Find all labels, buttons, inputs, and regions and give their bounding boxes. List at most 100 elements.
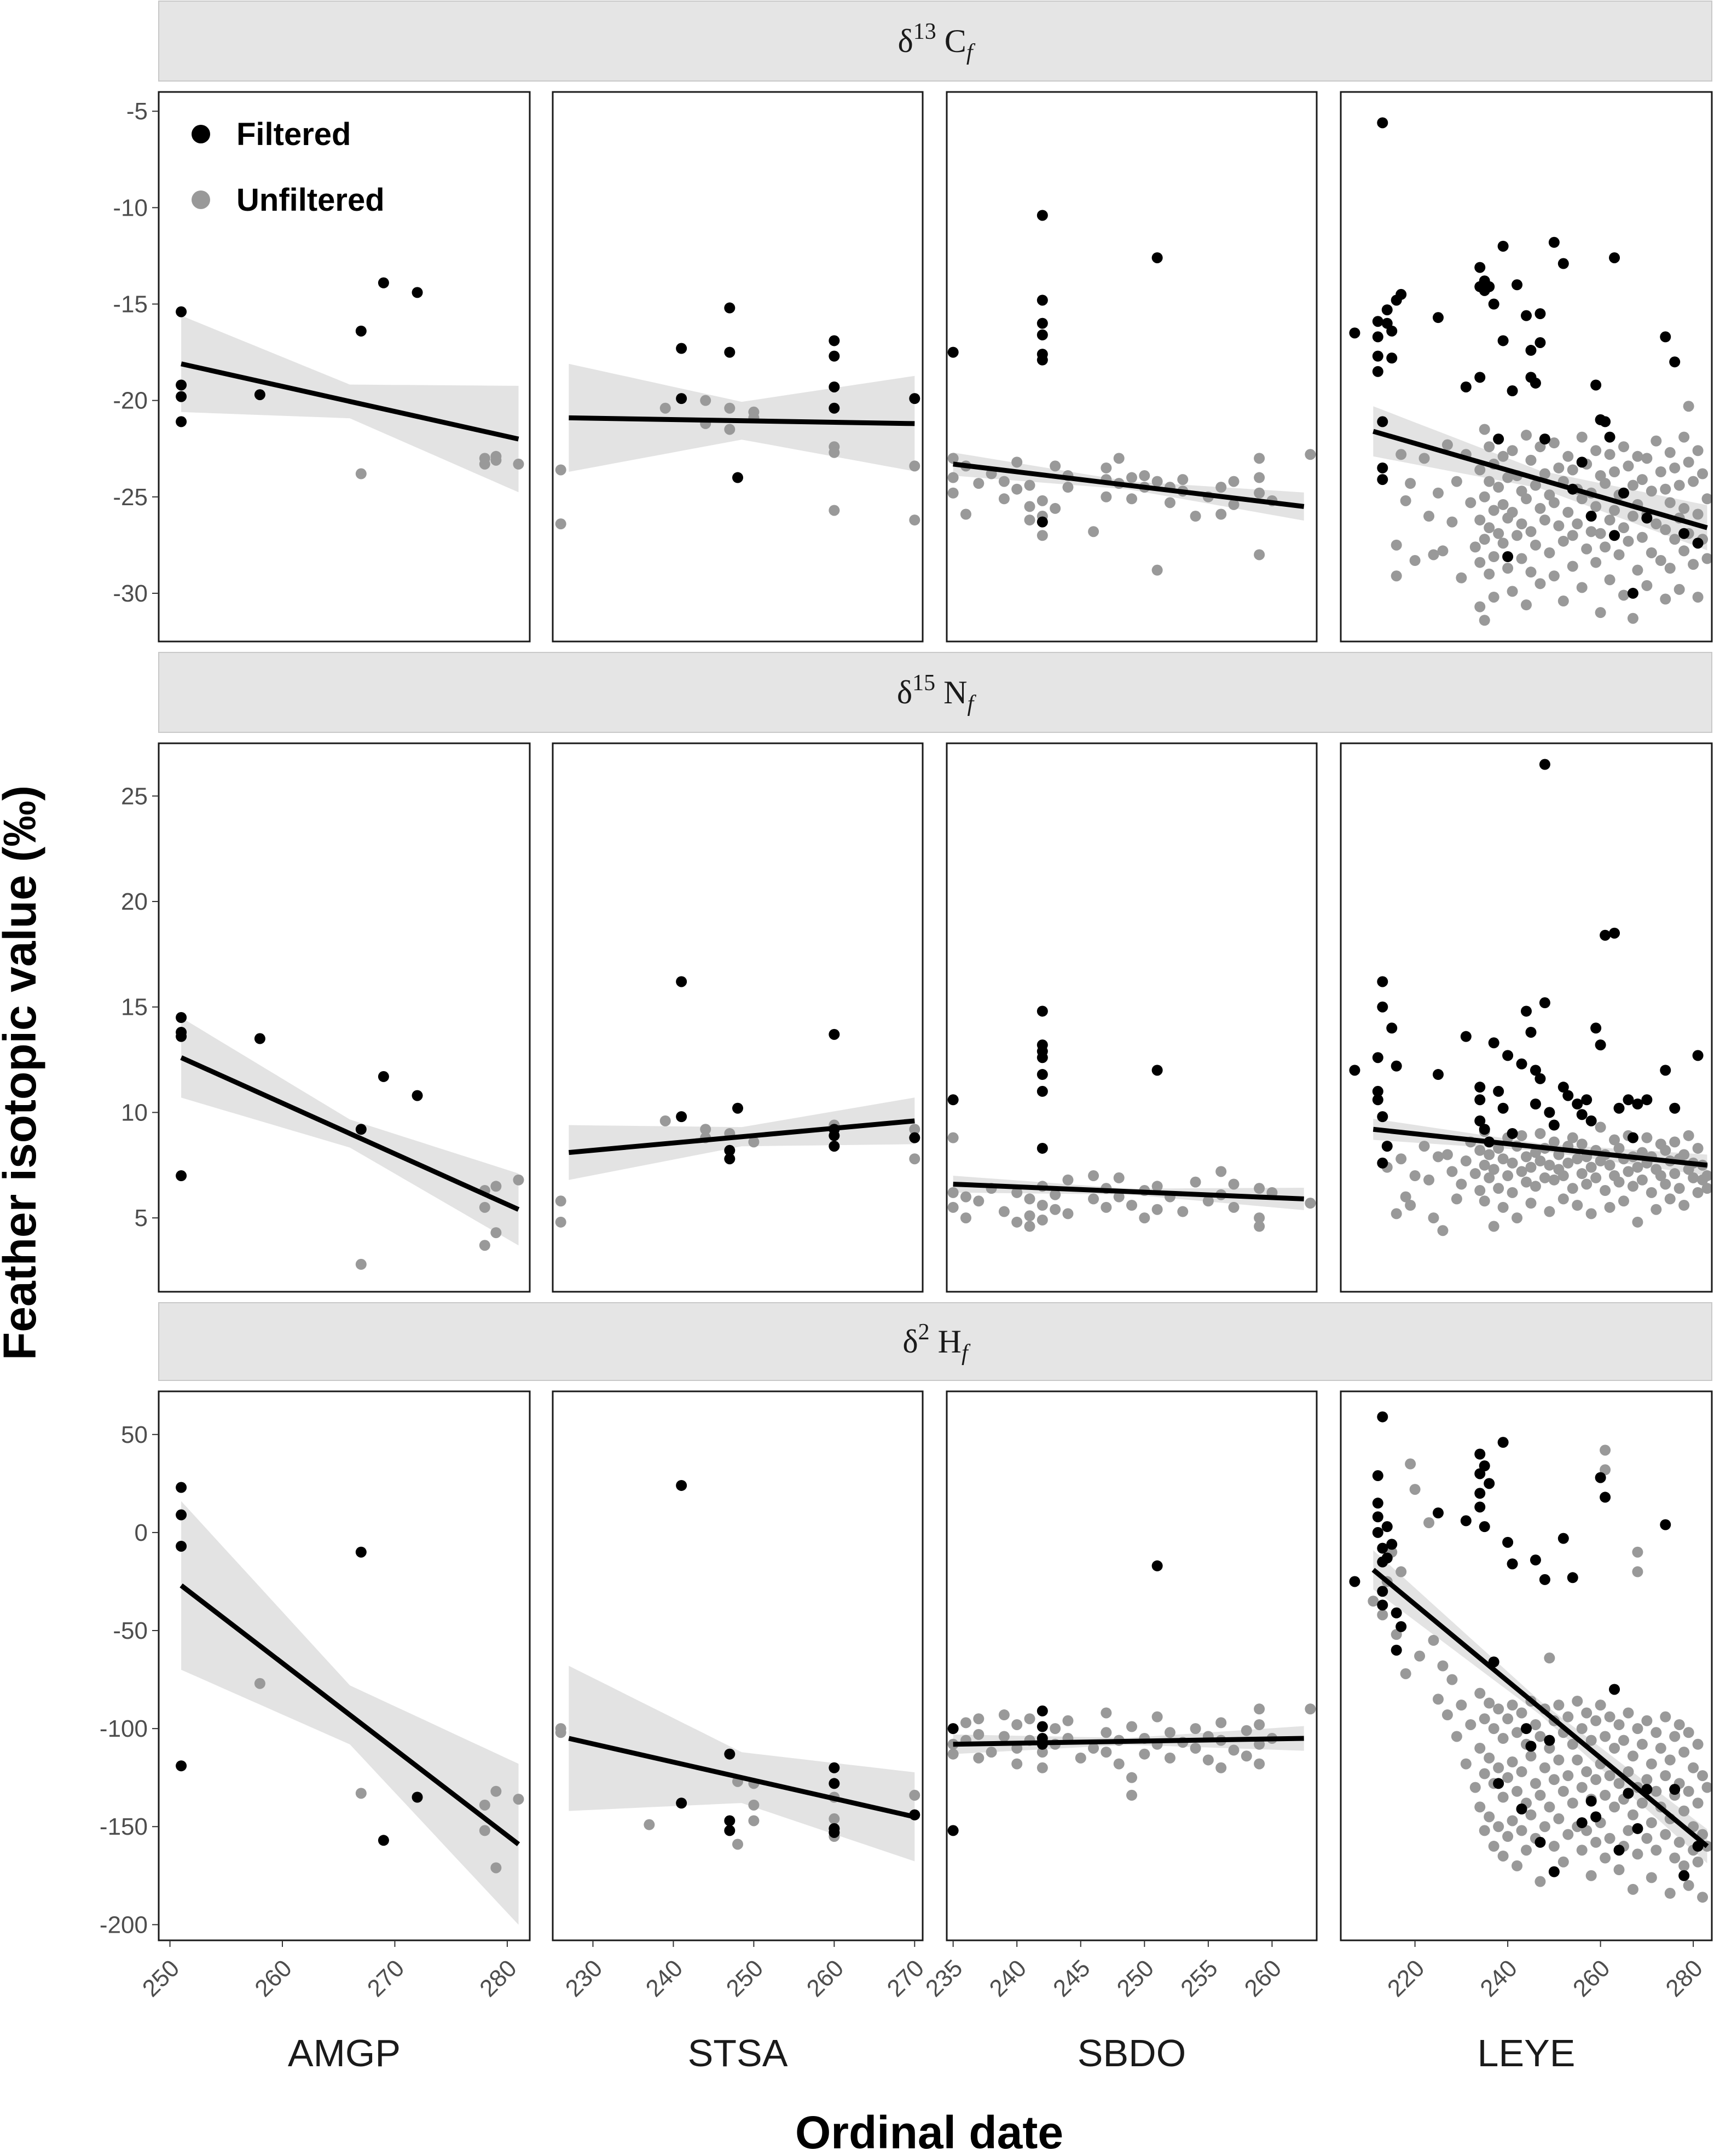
y-tick-label: -20: [113, 388, 148, 414]
unfiltered-point: [1126, 1199, 1137, 1211]
unfiltered-point: [1177, 474, 1189, 485]
unfiltered-point: [1641, 1715, 1653, 1726]
filtered-point: [1432, 312, 1444, 323]
unfiltered-point: [1636, 1147, 1648, 1158]
filtered-point: [1372, 1085, 1383, 1097]
unfiltered-point: [1497, 1791, 1509, 1803]
filtered-point: [1372, 1470, 1383, 1482]
unfiltered-point: [1539, 1172, 1550, 1183]
unfiltered-point: [1190, 511, 1201, 522]
panel-border: [552, 91, 924, 643]
panel-LEYE-row3: [1340, 1390, 1713, 1941]
panel-LEYE-row1: [1340, 91, 1713, 643]
unfiltered-point: [1595, 1122, 1606, 1133]
unfiltered-point: [490, 450, 502, 462]
unfiltered-point: [973, 1752, 985, 1764]
unfiltered-point: [1516, 1825, 1527, 1836]
filtered-point: [1036, 1052, 1048, 1063]
x-tick-label: 260: [1568, 1955, 1615, 2002]
x-tick-label: 260: [1240, 1955, 1287, 2002]
unfiltered-point: [1562, 1711, 1574, 1723]
panel-background: [947, 1391, 1317, 1940]
unfiltered-point: [1254, 472, 1265, 483]
unfiltered-point: [1618, 522, 1629, 534]
unfiltered-point: [1479, 424, 1490, 435]
unfiltered-point: [998, 1206, 1010, 1217]
filtered-point: [1377, 976, 1388, 987]
unfiltered-point: [1488, 505, 1499, 516]
unfiltered-point: [1692, 508, 1704, 520]
filtered-point: [1484, 281, 1495, 292]
filtered-point: [1381, 1521, 1393, 1533]
unfiltered-point: [1576, 1782, 1588, 1793]
unfiltered-point: [1692, 1856, 1704, 1868]
filtered-point: [1576, 1109, 1588, 1120]
unfiltered-point: [986, 1747, 997, 1758]
unfiltered-point: [1050, 1723, 1061, 1735]
filtered-point: [1460, 1515, 1472, 1527]
x-tick-label: 280: [474, 1955, 522, 2002]
unfiltered-point: [490, 1862, 502, 1874]
unfiltered-point: [1618, 1195, 1629, 1207]
filtered-point: [1507, 385, 1518, 397]
unfiltered-point: [1215, 508, 1227, 520]
filtered-point: [1600, 1492, 1611, 1503]
filtered-point: [909, 1132, 920, 1143]
unfiltered-point: [1062, 1208, 1074, 1219]
unfiltered-point: [1576, 493, 1588, 505]
x-tick-label: 235: [920, 1955, 968, 2002]
filtered-point: [1349, 1576, 1360, 1587]
unfiltered-point: [1535, 1128, 1546, 1139]
unfiltered-point: [1544, 1206, 1555, 1217]
unfiltered-point: [1646, 547, 1657, 558]
unfiltered-point: [1479, 1768, 1490, 1779]
unfiltered-point: [1521, 599, 1532, 611]
filtered-point: [1641, 1094, 1653, 1106]
unfiltered-point: [1368, 1596, 1379, 1607]
unfiltered-point: [1674, 1836, 1685, 1848]
unfiltered-point: [1391, 539, 1402, 551]
filtered-point: [947, 346, 959, 358]
unfiltered-point: [1024, 1713, 1035, 1725]
filtered-point: [1539, 1574, 1550, 1585]
unfiltered-point: [998, 1731, 1010, 1742]
unfiltered-point: [1535, 1155, 1546, 1167]
unfiltered-point: [1101, 1747, 1112, 1758]
filtered-point: [1572, 1099, 1583, 1110]
unfiltered-point: [1613, 1176, 1625, 1188]
unfiltered-point: [1632, 1546, 1643, 1558]
unfiltered-point: [1636, 531, 1648, 543]
unfiltered-point: [1254, 487, 1265, 499]
filtered-point: [1391, 1060, 1402, 1072]
unfiltered-point: [1623, 1766, 1634, 1777]
regression-line: [568, 1736, 916, 1819]
panel-LEYE-row2: [1340, 742, 1713, 1293]
unfiltered-point: [1669, 534, 1681, 545]
unfiltered-point: [1497, 450, 1509, 462]
unfiltered-point: [1432, 1693, 1444, 1705]
filtered-point: [676, 393, 687, 404]
unfiltered-point: [1683, 1130, 1694, 1141]
unfiltered-point: [1088, 526, 1099, 537]
unfiltered-point: [1254, 1758, 1265, 1770]
panel-border: [1340, 742, 1713, 1293]
unfiltered-point: [555, 464, 566, 476]
unfiltered-point: [960, 1717, 971, 1729]
unfiltered-point: [1595, 1700, 1606, 1711]
unfiltered-point: [1655, 1170, 1666, 1182]
unfiltered-point: [1678, 1199, 1690, 1211]
unfiltered-point: [1479, 1713, 1490, 1725]
unfiltered-point: [1479, 1825, 1490, 1836]
unfiltered-point: [1101, 1707, 1112, 1719]
unfiltered-point: [1521, 1845, 1532, 1856]
unfiltered-point: [1423, 1174, 1435, 1186]
unfiltered-point: [1456, 1178, 1467, 1190]
unfiltered-point: [1660, 593, 1671, 605]
unfiltered-point: [1428, 1212, 1439, 1224]
filtered-point: [1609, 530, 1620, 541]
filtered-point: [1692, 1050, 1704, 1061]
unfiltered-point: [1488, 1221, 1499, 1232]
filtered-point: [378, 1071, 389, 1082]
filtered-point: [1530, 1099, 1541, 1110]
unfiltered-point: [1572, 1199, 1583, 1211]
